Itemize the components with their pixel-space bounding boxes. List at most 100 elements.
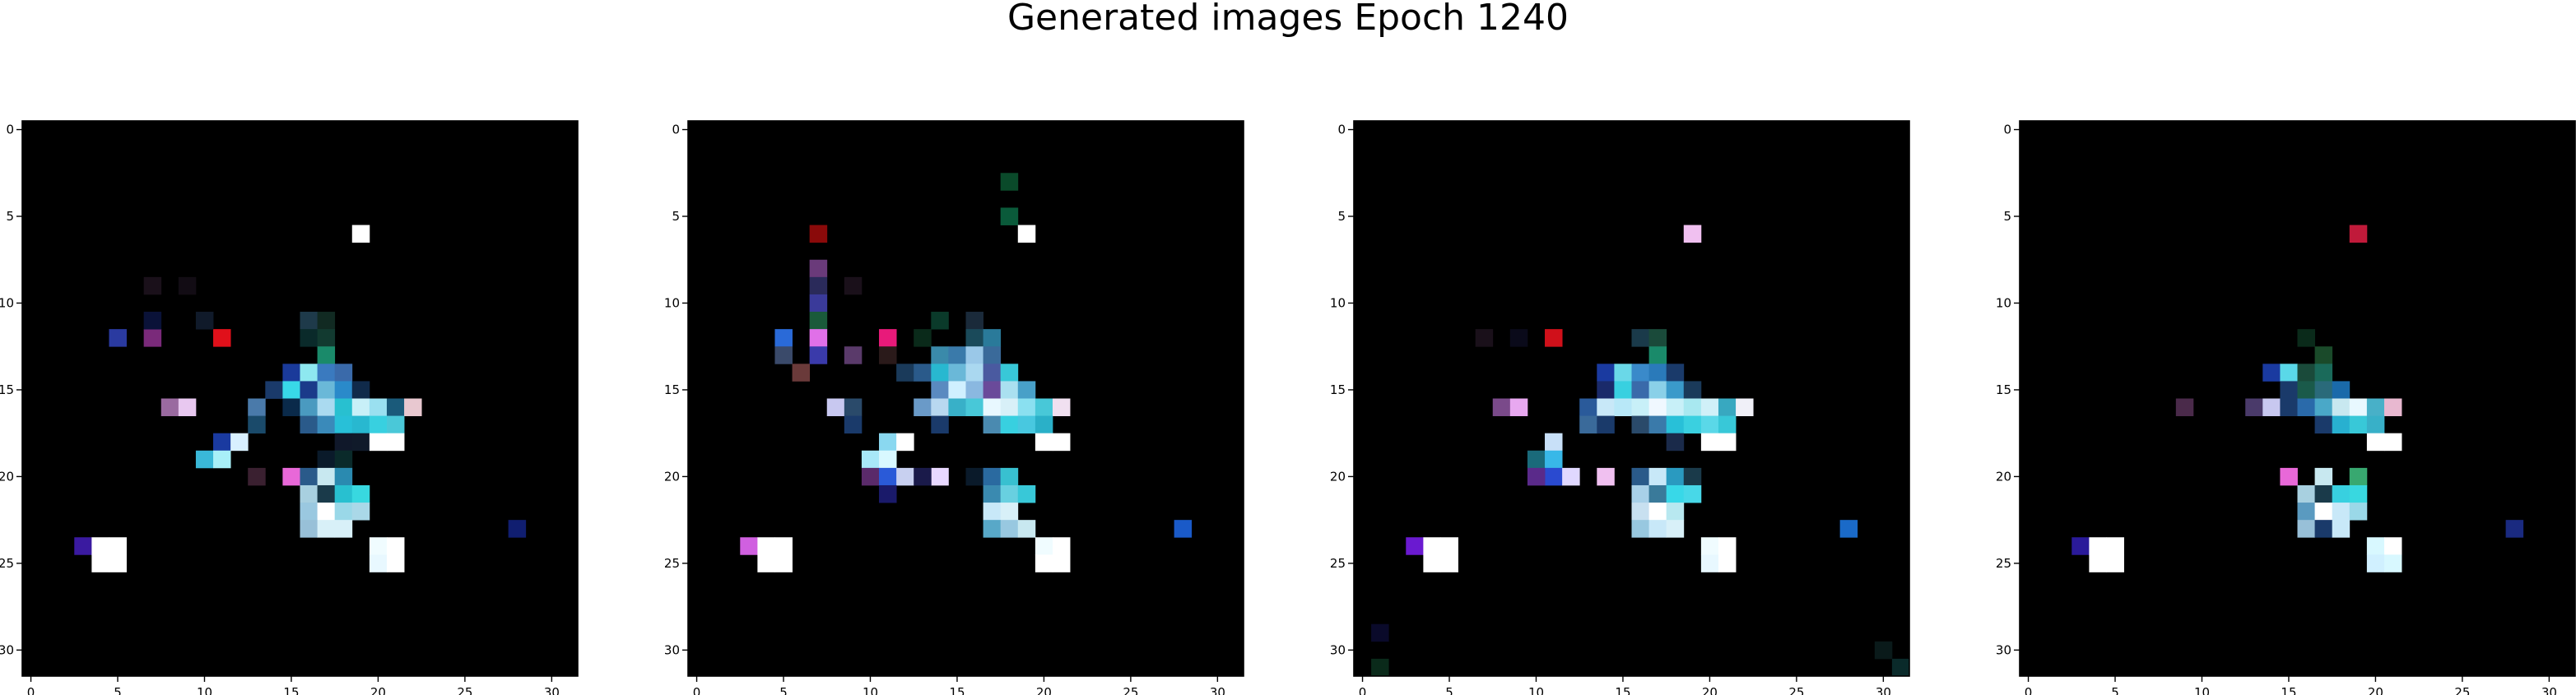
image-pixel — [1718, 398, 1737, 416]
image-pixel — [2314, 484, 2333, 503]
image-pixel — [1736, 398, 1754, 416]
image-pixel — [1683, 398, 1702, 416]
image-pixel — [1718, 415, 1737, 434]
image-pixel — [1475, 329, 1494, 347]
image-pixel — [1000, 398, 1019, 416]
image-pixel — [948, 398, 966, 416]
y-tick-label: 15 — [664, 382, 680, 397]
image-pixel — [109, 329, 127, 347]
image-pixel — [143, 329, 162, 347]
image-pixel — [2505, 520, 2524, 538]
image-pixel — [317, 381, 336, 399]
image-pixel — [317, 398, 336, 416]
x-tick-label: 20 — [1702, 685, 1718, 695]
image-pixel — [2332, 381, 2350, 399]
x-tick-label: 5 — [1445, 685, 1453, 695]
image-pixel — [2349, 415, 2368, 434]
image-pixel — [160, 398, 179, 416]
image-pixel — [2332, 484, 2350, 503]
image-pixel — [300, 381, 318, 399]
y-tick-label: 15 — [1996, 382, 2011, 397]
image-pixel — [2366, 537, 2385, 555]
image-pixel — [1666, 520, 1685, 538]
image-pixel — [914, 398, 932, 416]
image-pixel — [948, 364, 966, 382]
image-pixel — [1648, 398, 1667, 416]
image-pixel — [2089, 537, 2107, 555]
image-pixel — [2349, 503, 2368, 521]
image-pixel — [1666, 433, 1685, 452]
y-tick-label: 10 — [664, 295, 680, 310]
image-pixel — [178, 276, 197, 295]
x-tick-label: 15 — [2281, 685, 2296, 695]
image-pixel — [983, 381, 1002, 399]
image-pixel — [2332, 503, 2350, 521]
image-pixel — [1631, 467, 1649, 486]
y-tick-label: 25 — [664, 556, 680, 571]
x-tick-label: 10 — [863, 685, 878, 695]
image-pixel — [213, 329, 231, 347]
image-pixel — [931, 312, 949, 330]
y-tick-label: 10 — [1996, 295, 2011, 310]
image-pixel — [2175, 398, 2194, 416]
image-pixel — [1666, 398, 1685, 416]
image-pixel — [195, 312, 214, 330]
image-pixel — [1035, 554, 1053, 572]
image-pixel — [2314, 346, 2333, 364]
image-pixel — [351, 398, 370, 416]
image-pixel — [1648, 381, 1667, 399]
y-tick-label: 30 — [0, 642, 14, 657]
y-tick-label: 15 — [1330, 382, 1346, 397]
image-pixel — [351, 433, 370, 452]
y-tick-label: 20 — [1330, 469, 1346, 484]
y-tick-label: 25 — [1330, 556, 1346, 571]
image-pixel — [1631, 520, 1649, 538]
image-pixel — [1597, 398, 1615, 416]
image-pixel — [809, 312, 828, 330]
image-pixel — [1614, 398, 1632, 416]
x-tick-label: 30 — [544, 685, 560, 695]
y-tick-label: 5 — [6, 209, 14, 224]
image-pixel — [334, 415, 353, 434]
image-pixel — [1874, 641, 1893, 660]
image-pixel — [2383, 537, 2402, 555]
x-tick-label: 20 — [2368, 685, 2383, 695]
y-tick-label: 30 — [664, 642, 680, 657]
image-pixel — [2383, 433, 2402, 452]
image-pixel — [1666, 364, 1685, 382]
image-pixel — [1440, 554, 1458, 572]
image-pixel — [369, 537, 388, 555]
image-pixel — [1839, 520, 1858, 538]
image-pixel — [914, 467, 932, 486]
image-pixel — [317, 364, 336, 382]
image-pixel — [1174, 520, 1193, 538]
image-pixel — [1371, 658, 1389, 677]
image-pixel — [369, 433, 388, 452]
image-pixel — [2349, 225, 2368, 243]
image-pixel — [1648, 346, 1667, 364]
image-pixel — [914, 329, 932, 347]
image-pixel — [1017, 225, 1036, 243]
image-pixel — [1052, 398, 1071, 416]
image-pixel — [2262, 398, 2281, 416]
image-pixel — [844, 276, 863, 295]
image-pixel — [1597, 364, 1615, 382]
image-panel-3: 0 5 10 15 20 25 30 0 5 10 15 20 25 30 — [1330, 120, 1910, 695]
image-pixel — [809, 329, 828, 347]
image-pixel — [317, 484, 336, 503]
image-pixel — [2314, 364, 2333, 382]
image-pixel — [1631, 364, 1649, 382]
x-tick-label: 25 — [457, 685, 472, 695]
x-tick-label: 5 — [2111, 685, 2119, 695]
image-panel-4: 0 5 10 15 20 25 30 0 5 10 15 20 25 30 — [1996, 120, 2576, 695]
image-pixel — [2280, 398, 2298, 416]
image-pixel — [248, 467, 266, 486]
image-pixel — [896, 467, 914, 486]
image-pixel — [1509, 329, 1528, 347]
image-pixel — [879, 346, 897, 364]
y-tick-label: 5 — [1337, 209, 1346, 224]
image-pixel — [983, 415, 1002, 434]
image-pixel — [1545, 329, 1563, 347]
image-pixel — [1545, 450, 1563, 469]
y-tick-label: 20 — [0, 469, 14, 484]
